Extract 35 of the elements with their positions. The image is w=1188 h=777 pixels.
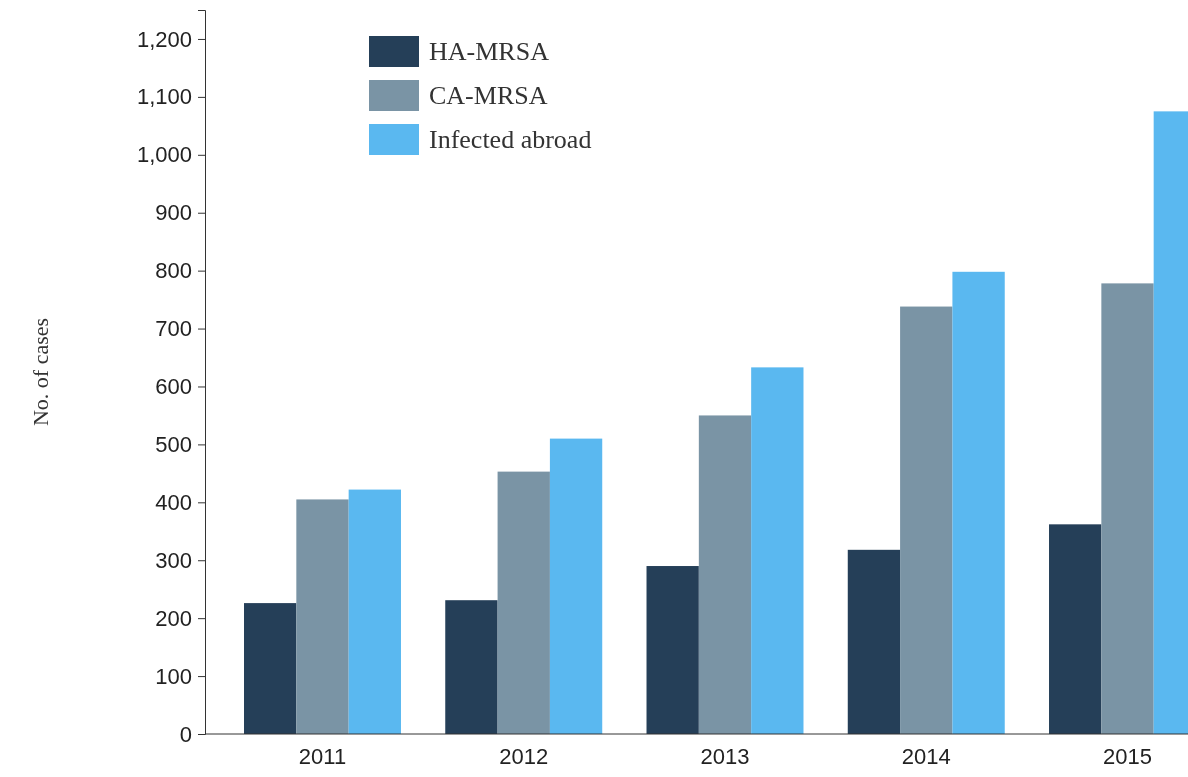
y-tick-label: 0 bbox=[179, 721, 192, 747]
y-axis-title: No. of cases bbox=[28, 317, 53, 427]
bar bbox=[698, 415, 752, 734]
y-tick-label: 600 bbox=[155, 374, 192, 400]
y-tick-label: 100 bbox=[155, 663, 192, 689]
legend-label: CA-MRSA bbox=[429, 81, 548, 110]
x-tick-label: 2011 bbox=[298, 743, 347, 769]
bar bbox=[646, 566, 699, 734]
y-tick-label: 300 bbox=[155, 547, 192, 573]
bar bbox=[445, 600, 498, 734]
y-tick-label: 1,000 bbox=[136, 142, 192, 168]
legend-label: Infected abroad bbox=[429, 125, 592, 154]
bar bbox=[244, 603, 297, 734]
y-tick-label: 1,200 bbox=[136, 26, 192, 52]
x-tick-label: 2013 bbox=[700, 743, 750, 769]
bar bbox=[1049, 524, 1102, 734]
y-tick-label: 700 bbox=[155, 316, 192, 342]
y-tick-label: 1,100 bbox=[136, 84, 192, 110]
bar bbox=[900, 306, 953, 734]
bar bbox=[296, 499, 349, 734]
y-tick-label: 800 bbox=[155, 258, 192, 284]
x-tick-label: 2012 bbox=[499, 743, 549, 769]
y-tick-label: 400 bbox=[155, 489, 192, 515]
bar bbox=[847, 549, 901, 734]
x-tick-label: 2015 bbox=[1103, 743, 1152, 769]
y-tick-label: 500 bbox=[155, 431, 192, 457]
bar bbox=[348, 489, 401, 734]
bar bbox=[497, 471, 550, 734]
x-tick-label: 2014 bbox=[901, 743, 951, 769]
bar bbox=[549, 438, 603, 734]
bar bbox=[751, 367, 804, 734]
y-tick-label: 900 bbox=[155, 200, 192, 226]
legend-label: HA-MRSA bbox=[429, 37, 550, 66]
y-tick-label: 200 bbox=[155, 605, 192, 631]
bar bbox=[952, 271, 1005, 734]
